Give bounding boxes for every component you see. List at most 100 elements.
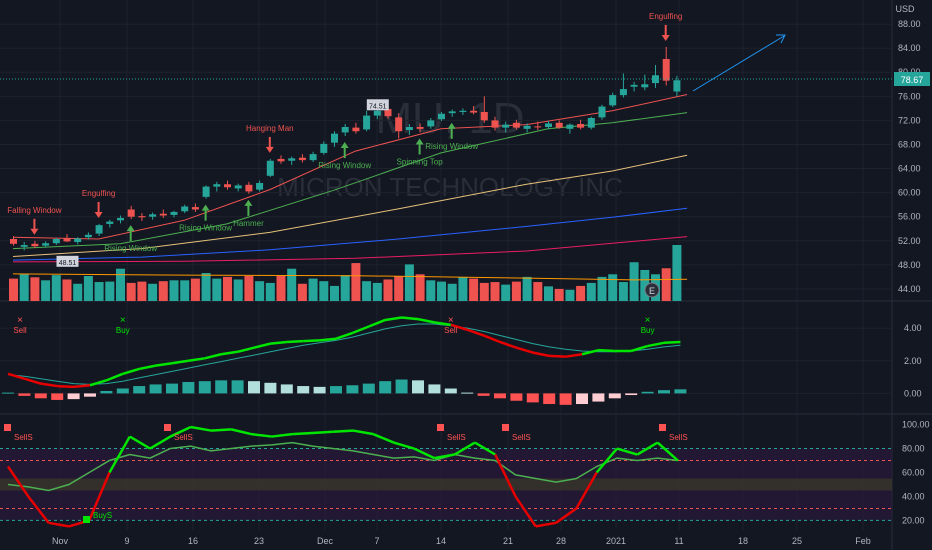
pattern-label: Rising Window <box>318 161 371 170</box>
volume-bar <box>308 278 318 301</box>
volume-bar <box>661 268 671 301</box>
candle-body <box>181 206 189 212</box>
volume-bar <box>640 269 650 301</box>
candle-body <box>491 120 499 128</box>
candle-body <box>373 110 381 116</box>
candle-body <box>555 122 563 128</box>
macd-histogram-bar <box>526 393 539 403</box>
moving-average-line <box>12 94 688 240</box>
volume-bar <box>447 283 457 301</box>
volume-bar <box>319 281 329 301</box>
trend-arrow-line[interactable] <box>692 35 785 92</box>
candle-body <box>352 127 360 132</box>
candle-body <box>170 211 178 215</box>
volume-bar <box>618 282 628 301</box>
time-axis[interactable]: Nov 9 16 23 Dec 7 14 21 28 2021 11 18 25 Feb <box>52 536 871 546</box>
macd-histogram-bar <box>559 393 572 405</box>
volume-bar <box>629 262 639 301</box>
trend-arrow-head <box>776 34 786 44</box>
volume-bar <box>169 280 179 301</box>
stoch-mid-band <box>0 478 892 491</box>
price-tick-label: 88.00 <box>898 19 921 29</box>
macd-line-segment <box>647 341 665 348</box>
macd-pane[interactable]: 0.002.004.00×Sell×Buy×Sell×Buy <box>2 315 922 405</box>
candle-body <box>266 160 274 176</box>
macd-histogram-bar <box>182 381 195 394</box>
earnings-marker-label: E <box>649 286 655 296</box>
stochastic-pane[interactable]: 20.00 40.00 60.00 80.00 100.00 SellS SellS BuyS… <box>0 420 930 528</box>
volume-bar <box>73 283 83 301</box>
macd-histogram-bar <box>280 384 293 394</box>
pattern-label: Spinning Top <box>397 157 444 166</box>
time-tick-label: 16 <box>188 536 198 546</box>
macd-line-segment <box>335 331 353 340</box>
last-price-tag <box>894 72 930 86</box>
candle-body <box>138 216 146 218</box>
stoch-k-segment <box>535 521 557 528</box>
volume-bar <box>511 281 521 301</box>
volume-bar <box>533 282 543 301</box>
macd-line-segment <box>499 340 517 349</box>
macd-histogram-bar <box>379 381 392 394</box>
macd-line-segment <box>253 342 271 349</box>
stoch-k-segment <box>231 428 252 436</box>
volume-bar <box>437 281 446 301</box>
macd-histogram-bar <box>641 391 654 394</box>
volume-bar <box>565 289 575 301</box>
pattern-arrow-head <box>340 142 349 149</box>
stoch-signal-marker <box>502 424 509 431</box>
candle-body <box>298 157 306 161</box>
stoch-k-segment <box>555 507 578 524</box>
stoch-k-segment <box>210 428 232 432</box>
time-tick-label: 2021 <box>606 536 626 546</box>
volume-bar <box>255 281 265 301</box>
volume-bar <box>372 282 382 301</box>
macd-line-segment <box>138 364 156 371</box>
stoch-k-segment <box>575 471 598 510</box>
macd-line-segment <box>303 339 320 343</box>
volume-bar <box>148 283 158 301</box>
candle-body <box>630 84 638 87</box>
volume-bar <box>19 274 29 301</box>
macd-signal-line <box>7 323 681 385</box>
macd-tick-label: 4.00 <box>904 323 922 333</box>
candle-body <box>42 243 50 246</box>
stoch-k-segment <box>434 453 455 460</box>
candle-body <box>673 80 681 92</box>
macd-tick-label: 0.00 <box>904 388 922 398</box>
pattern-label: Rising Window <box>104 244 157 253</box>
time-tick-label: 25 <box>792 536 802 546</box>
pattern-label: Falling Window <box>7 206 61 215</box>
stoch-k-segment <box>6 465 30 498</box>
stoch-signal-label: SellS <box>447 433 466 442</box>
volume-bar <box>458 277 468 301</box>
volume-bar <box>597 276 607 301</box>
macd-line-segment <box>351 325 370 335</box>
macd-histogram-bar <box>461 392 474 394</box>
candle-body <box>149 214 157 217</box>
stoch-k-segment <box>616 447 638 456</box>
candle-body <box>63 238 71 242</box>
stoch-k-segment <box>413 447 435 460</box>
price-tick-label: 44.00 <box>898 284 921 294</box>
earnings-marker[interactable] <box>644 282 660 298</box>
volume-bar <box>576 285 586 301</box>
macd-line-segment <box>549 354 566 358</box>
pattern-label: Hammer <box>233 219 264 228</box>
pattern-arrow-head <box>447 122 456 129</box>
candle-body <box>213 184 221 187</box>
stoch-signal-marker <box>4 424 11 431</box>
stoch-k-segment <box>88 472 111 521</box>
volume-bar <box>9 278 18 301</box>
moving-average-line <box>12 207 688 261</box>
volume-bar <box>351 263 361 301</box>
candle-body <box>95 225 103 234</box>
volume-bar <box>223 276 232 301</box>
stoch-k-segment <box>372 433 395 444</box>
volume-bar <box>30 277 40 301</box>
candlesticks[interactable]: 48.51 74.51 <box>10 46 681 267</box>
macd-histogram-bar <box>116 388 129 394</box>
candle-body <box>534 126 542 128</box>
